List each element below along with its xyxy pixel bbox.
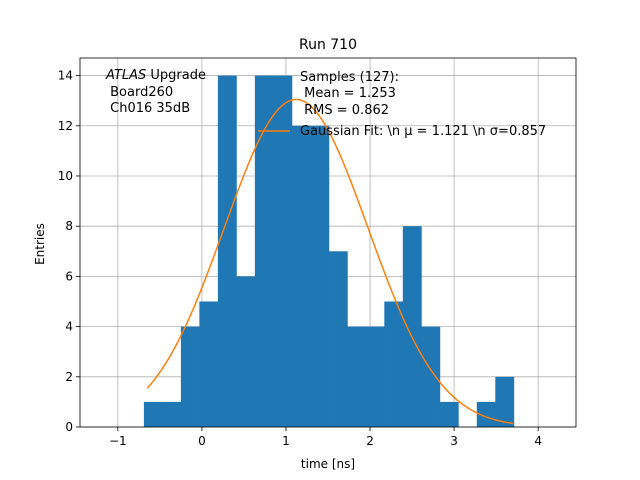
histogram-bar — [199, 301, 219, 427]
histogram-bar — [310, 125, 330, 427]
histogram-bar — [384, 301, 404, 427]
histogram-bar — [439, 401, 459, 427]
x-axis-label: time [ns] — [301, 457, 355, 471]
annotation-board: Board260 — [106, 85, 173, 100]
histogram-bar — [347, 326, 367, 427]
x-tick-label: 3 — [450, 434, 458, 448]
y-tick-label: 12 — [58, 119, 73, 133]
legend-samples-mean: Mean = 1.253 — [300, 86, 396, 101]
histogram-bar — [476, 401, 496, 427]
gaussian-fit-curve — [146, 98, 514, 425]
histogram-bars — [143, 75, 515, 428]
axes-frame — [79, 57, 577, 428]
y-tick-label: 6 — [65, 269, 73, 283]
x-tick-label: 1 — [282, 434, 290, 448]
y-tick-label: 10 — [58, 169, 73, 183]
annotation-channel: Ch016 35dB — [106, 101, 190, 116]
annotation-atlas-italic: ATLAS — [105, 68, 146, 83]
chart-title: Run 710 — [299, 37, 357, 53]
svg-text:ATLAS Upgrade: ATLAS Upgrade — [105, 68, 206, 83]
x-tick-label: 0 — [198, 434, 206, 448]
histogram-bar — [495, 376, 515, 427]
y-tick-label: 14 — [58, 69, 73, 83]
histogram-bar — [254, 75, 274, 428]
histogram-bar — [236, 276, 256, 427]
annotation-atlas-rest: Upgrade — [146, 68, 206, 83]
x-axis-ticks: −1 0 1 2 3 4 — [109, 427, 542, 448]
x-tick-label: 2 — [366, 434, 374, 448]
histogram-bar — [180, 326, 200, 427]
y-axis-label: Entries — [33, 223, 47, 265]
legend-fit-label: Gaussian Fit: \n μ = 1.121 \n σ=0.857 — [300, 124, 546, 139]
x-tick-label: 4 — [534, 434, 542, 448]
x-tick-label: −1 — [109, 434, 127, 448]
y-axis-ticks: 0 2 4 6 8 10 12 14 — [58, 69, 80, 434]
y-tick-label: 0 — [65, 420, 73, 434]
y-tick-label: 8 — [65, 219, 73, 233]
histogram-bar — [162, 401, 182, 427]
histogram-bar — [365, 326, 385, 427]
histogram-bar — [328, 251, 348, 427]
legend-samples-rms: RMS = 0.862 — [300, 103, 389, 118]
histogram-bar — [217, 75, 237, 428]
legend: Samples (127): Mean = 1.253 RMS = 0.862 … — [258, 70, 546, 139]
legend-samples-label: Samples (127): — [300, 70, 399, 85]
histogram-bar — [421, 326, 441, 427]
y-tick-label: 4 — [65, 320, 73, 334]
atlas-annotation: ATLAS Upgrade Board260 Ch016 35dB — [105, 68, 206, 116]
histogram-bar — [291, 125, 311, 427]
histogram-bar — [273, 75, 293, 428]
histogram-bar — [402, 226, 422, 427]
histogram-bar — [143, 401, 163, 427]
y-tick-label: 2 — [65, 370, 73, 384]
